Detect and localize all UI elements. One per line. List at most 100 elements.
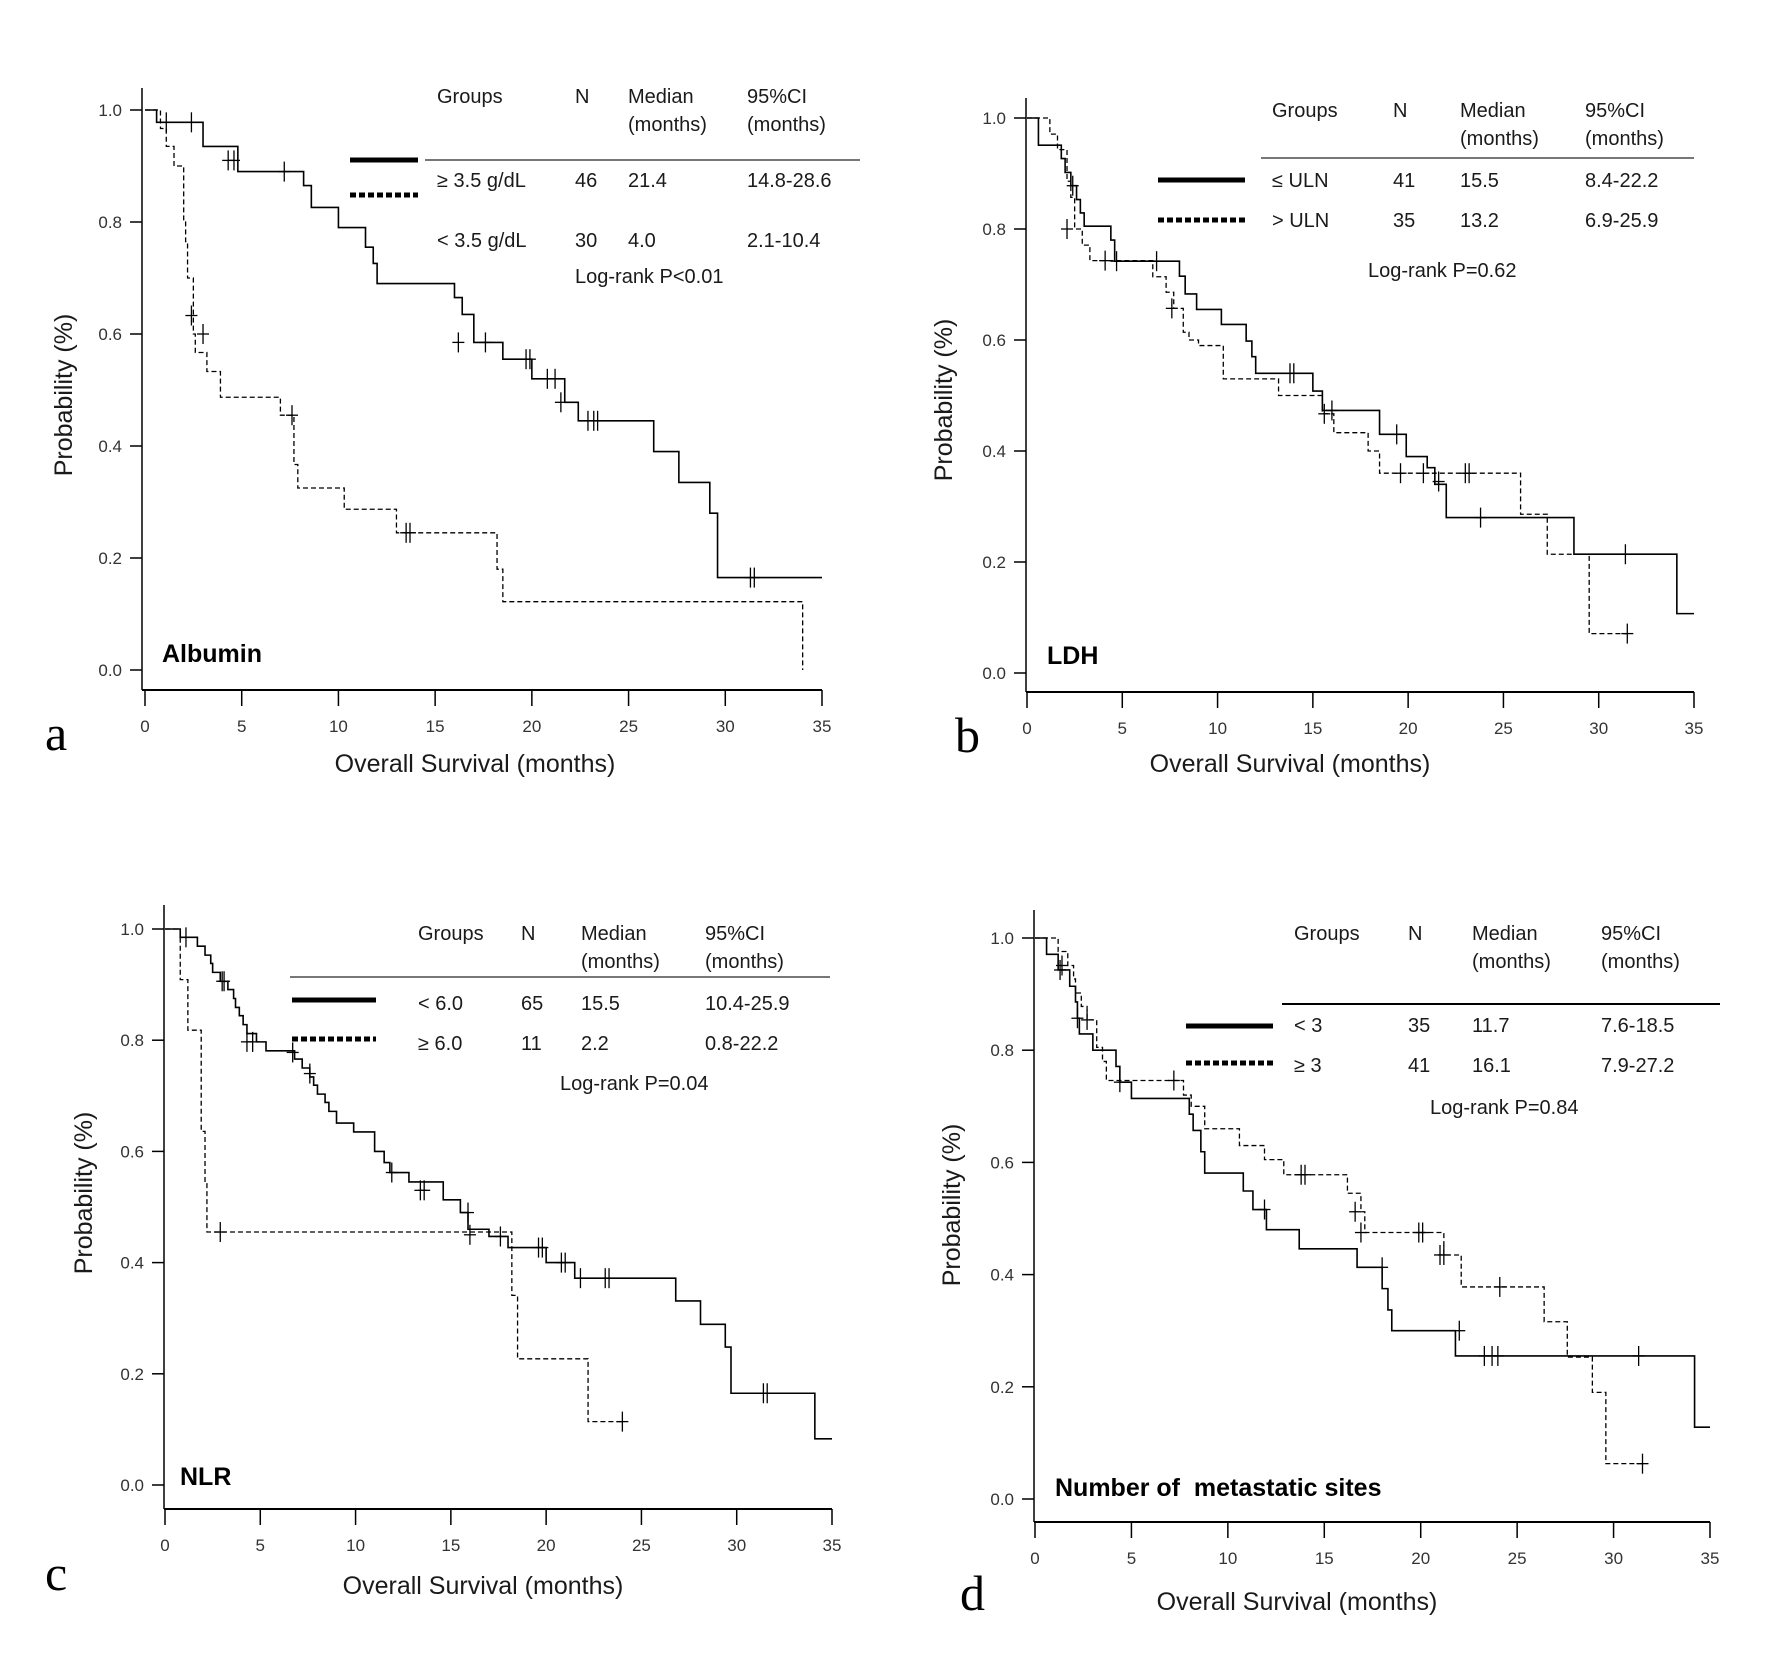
x-tick-label: 15 — [426, 717, 445, 736]
y-tick-label: 0.6 — [120, 1142, 144, 1161]
y-tick-label: 0.0 — [982, 664, 1006, 683]
table-header-groups: Groups — [437, 86, 503, 108]
table-cell-ci: 7.6-18.5 — [1601, 1015, 1674, 1037]
table-cell-ci: 6.9-25.9 — [1585, 210, 1658, 232]
x-tick-label: 30 — [716, 717, 735, 736]
table-cell-group: < 3 — [1294, 1015, 1322, 1037]
table-header-median: Median — [581, 923, 647, 945]
table-cell-n: 35 — [1393, 210, 1415, 232]
panel-c: 0 5 10 15 20 25 30 35 0.0 0.2 0.4 0.6 0.8 1.0 Overall … — [45, 905, 841, 1601]
table-cell-ci: 7.9-27.2 — [1601, 1055, 1674, 1077]
y-tick-label: 0.0 — [120, 1476, 144, 1495]
table-cell-n: 35 — [1408, 1015, 1430, 1037]
y-tick-label: 0.0 — [98, 661, 122, 680]
y-tick-label: 1.0 — [990, 929, 1014, 948]
table-cell-group: ≥ 3 — [1294, 1055, 1322, 1077]
km-curve-solid — [1027, 117, 1694, 615]
logrank-pvalue: Log-rank P=0.04 — [560, 1073, 708, 1095]
panel-name: LDH — [1047, 642, 1098, 670]
logrank-pvalue: Log-rank P=0.84 — [1430, 1097, 1578, 1119]
x-tick-label: 10 — [346, 1536, 365, 1555]
x-tick-label: 0 — [140, 717, 149, 736]
table-cell-median: 2.2 — [581, 1033, 609, 1055]
x-tick-label: 20 — [537, 1536, 556, 1555]
x-tick-label: 15 — [1303, 719, 1322, 738]
table-cell-n: 41 — [1408, 1055, 1430, 1077]
table-header-n: N — [575, 86, 589, 108]
x-tick-label: 5 — [256, 1536, 265, 1555]
table-header-median: Median — [1472, 923, 1538, 945]
x-tick-label: 35 — [823, 1536, 842, 1555]
table-cell-median: 16.1 — [1472, 1055, 1511, 1077]
table-cell-ci: 0.8-22.2 — [705, 1033, 778, 1055]
y-tick-label: 0.4 — [98, 437, 122, 456]
x-tick-label: 25 — [1494, 719, 1513, 738]
table-header-ci-unit: (months) — [1601, 951, 1680, 973]
table-header-median-unit: (months) — [628, 114, 707, 136]
y-tick-label: 0.6 — [98, 325, 122, 344]
km-curve-solid — [1035, 937, 1710, 1428]
y-tick-label: 0.8 — [98, 213, 122, 232]
table-header-ci: 95%CI — [705, 923, 765, 945]
table-header-median-unit: (months) — [581, 951, 660, 973]
table-cell-group: ≥ 3.5 g/dL — [437, 170, 526, 192]
table-header-ci: 95%CI — [1585, 100, 1645, 122]
table-cell-median: 15.5 — [1460, 170, 1499, 192]
y-axis-title: Probability (%) — [938, 1124, 966, 1287]
x-tick-label: 15 — [1315, 1549, 1334, 1568]
x-tick-label: 0 — [160, 1536, 169, 1555]
y-tick-label: 1.0 — [120, 920, 144, 939]
panel-name: Number of metastatic sites — [1055, 1474, 1382, 1502]
table-header-ci: 95%CI — [747, 86, 807, 108]
table-header-median-unit: (months) — [1460, 128, 1539, 150]
table-cell-n: 46 — [575, 170, 597, 192]
table-cell-group: < 3.5 g/dL — [437, 230, 527, 252]
y-tick-label: 0.2 — [120, 1365, 144, 1384]
panel-a: 0 5 10 15 20 25 30 35 0.0 0.2 0.4 0.6 0.8 1.0 Overall … — [45, 86, 860, 778]
logrank-pvalue: Log-rank P<0.01 — [575, 266, 723, 288]
panel-name: NLR — [180, 1463, 231, 1491]
x-tick-label: 20 — [1399, 719, 1418, 738]
y-tick-label: 0.8 — [120, 1031, 144, 1050]
x-tick-label: 35 — [1701, 1549, 1720, 1568]
table-header-median: Median — [628, 86, 694, 108]
table-header-n: N — [521, 923, 535, 945]
table-header-groups: Groups — [418, 923, 484, 945]
table-cell-n: 65 — [521, 993, 543, 1015]
panel-name: Albumin — [162, 640, 262, 668]
table-header-ci: 95%CI — [1601, 923, 1661, 945]
y-tick-label: 1.0 — [98, 101, 122, 120]
table-header-groups: Groups — [1272, 100, 1338, 122]
km-curve-dashed — [1027, 117, 1628, 635]
y-axis-title: Probability (%) — [50, 314, 78, 477]
table-header-ci-unit: (months) — [1585, 128, 1664, 150]
x-tick-label: 20 — [1411, 1549, 1430, 1568]
x-tick-label: 25 — [619, 717, 638, 736]
km-curve-solid — [145, 109, 822, 579]
table-cell-n: 30 — [575, 230, 597, 252]
table-cell-ci: 14.8-28.6 — [747, 170, 832, 192]
y-tick-label: 0.2 — [98, 549, 122, 568]
table-cell-median: 4.0 — [628, 230, 656, 252]
y-tick-label: 0.6 — [990, 1153, 1014, 1172]
x-tick-label: 0 — [1022, 719, 1031, 738]
panel-d: 0 5 10 15 20 25 30 35 0.0 0.2 0.4 0.6 0.8 1.0 Overall … — [938, 910, 1720, 1621]
table-cell-n: 11 — [521, 1033, 542, 1055]
x-tick-label: 25 — [1508, 1549, 1527, 1568]
x-tick-label: 5 — [1118, 719, 1127, 738]
x-axis-title: Overall Survival (months) — [1150, 750, 1431, 778]
panel-letter: d — [960, 1565, 985, 1621]
x-axis-title: Overall Survival (months) — [343, 1572, 624, 1600]
x-tick-label: 0 — [1030, 1549, 1039, 1568]
km-curve-dashed — [165, 928, 623, 1423]
table-cell-group: < 6.0 — [418, 993, 463, 1015]
table-header-n: N — [1408, 923, 1422, 945]
x-tick-label: 35 — [813, 717, 832, 736]
table-header-ci-unit: (months) — [747, 114, 826, 136]
y-tick-label: 0.8 — [982, 220, 1006, 239]
table-cell-median: 21.4 — [628, 170, 667, 192]
x-tick-label: 10 — [329, 717, 348, 736]
x-axis-title: Overall Survival (months) — [1157, 1588, 1438, 1616]
table-header-groups: Groups — [1294, 923, 1360, 945]
